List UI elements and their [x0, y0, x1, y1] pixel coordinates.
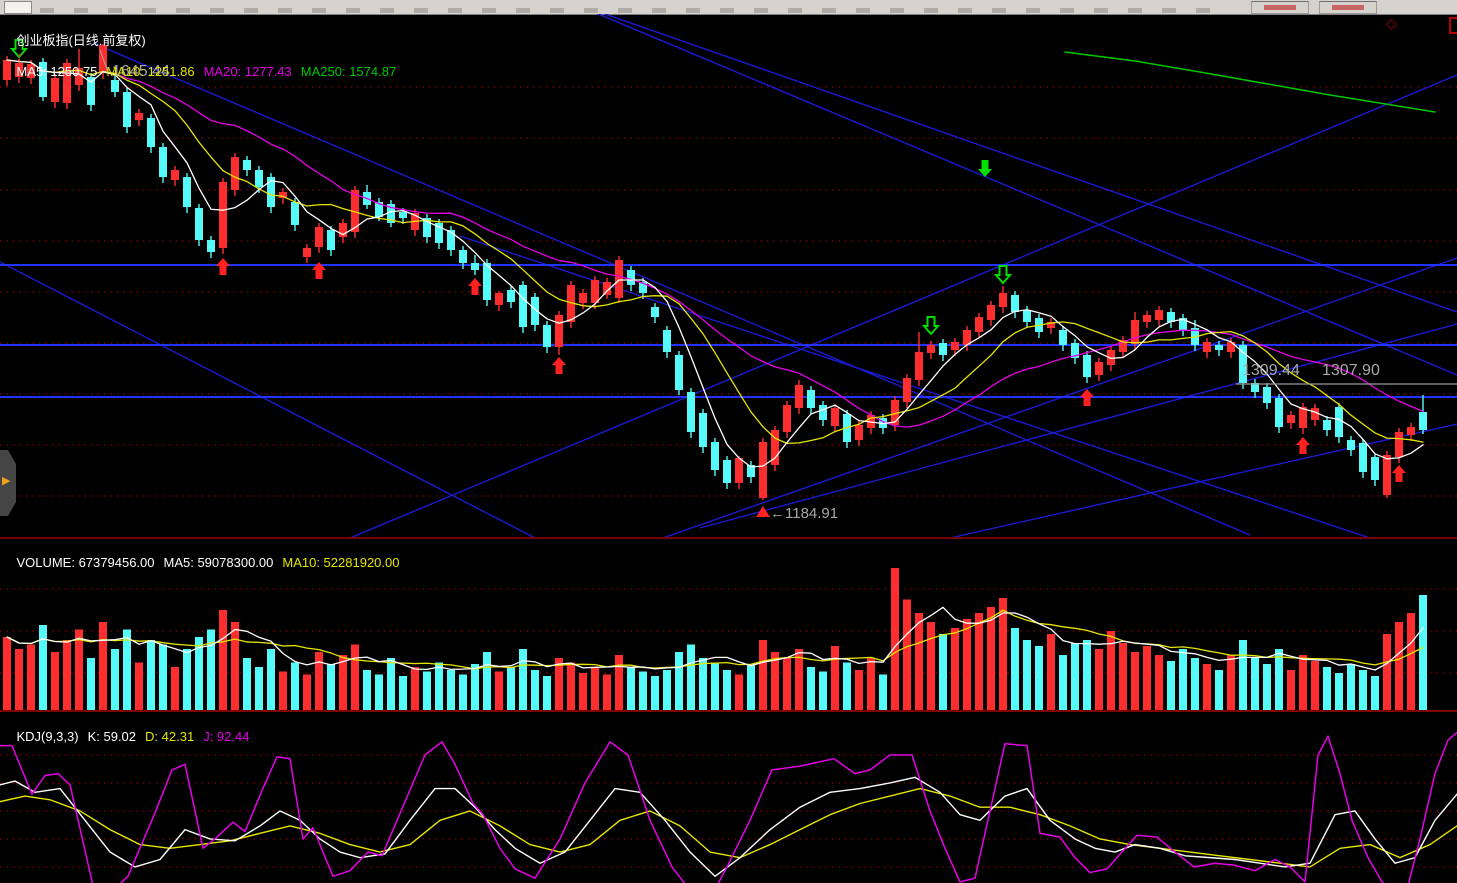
kdj-header: KDJ(9,3,3) K: 59.02 D: 42.31 J: 92.44: [2, 714, 267, 759]
quote-box-2[interactable]: [1319, 1, 1377, 14]
kdj-value-labels: KDJ(9,3,3) K: 59.02 D: 42.31 J: 92.44: [16, 729, 250, 744]
main-candlestick-chart[interactable]: 1645.44 ←1184.91 1309.44 1307.90: [0, 14, 1457, 538]
panel-divider-2[interactable]: [0, 710, 1457, 712]
sidebar-expand-handle[interactable]: ▶: [0, 450, 16, 516]
menu-items-cropped: [40, 8, 1210, 13]
instrument-title[interactable]: 创业板指(日线.前复权): [16, 33, 146, 48]
svg-text:1309.44: 1309.44: [1242, 362, 1300, 379]
ma-value-labels: MA5: 1250.75 MA10: 1251.86 MA20: 1277.43 MA…: [16, 64, 397, 79]
menu-bar[interactable]: [0, 0, 1457, 15]
trend-up-arrow-icon: ↑: [16, 49, 23, 64]
svg-text:1307.90: 1307.90: [1322, 362, 1380, 379]
expand-arrow-icon: ▶: [2, 475, 11, 487]
cropped-red-glyph: [1449, 17, 1457, 34]
volume-value-labels: VOLUME: 67379456.00 MA5: 59078300.00 MA10:…: [16, 555, 400, 570]
volume-chart[interactable]: [0, 539, 1457, 712]
quote-box-1[interactable]: [1251, 1, 1309, 14]
kdj-indicator-chart[interactable]: [0, 712, 1457, 883]
diamond-icon[interactable]: ◇: [1386, 15, 1397, 31]
svg-text:←1184.91: ←1184.91: [770, 505, 838, 522]
svg-text:1645.44: 1645.44: [112, 63, 170, 80]
volume-header: VOLUME: 67379456.00 MA5: 59078300.00 MA10:…: [2, 540, 417, 585]
panel-divider-1[interactable]: [0, 537, 1457, 539]
chart-header: 创业板指(日线.前复权) ↑ MA5: 1250.75 MA10: 1251.86…: [2, 15, 414, 94]
toolbar-icon[interactable]: [4, 1, 32, 14]
